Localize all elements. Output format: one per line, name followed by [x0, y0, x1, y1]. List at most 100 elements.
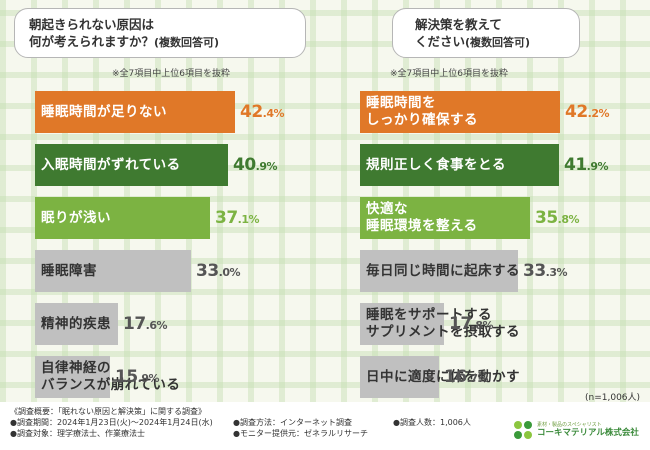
right-chart-panel: 解決策を教えて ください(複数回答可) ※全7項目中上位6項目を抜粋 睡眠時間を…: [325, 0, 650, 400]
bar-value-int: 33: [196, 261, 219, 281]
bar-right-1: 睡眠時間を しっかり確保する: [360, 91, 560, 133]
bar-value-label: 17.6%: [123, 314, 168, 334]
bar-right-2: 規則正しく食事をとる: [360, 144, 559, 186]
bar-right-5: 睡眠をサポートする サプリメントを摂取する: [360, 303, 520, 345]
right-note: ※全7項目中上位6項目を抜粋: [390, 69, 508, 79]
bar-value-dec: .9%: [137, 372, 160, 385]
bar-label: 入眠時間がずれている: [41, 157, 181, 174]
bar-value-label: 15.9%: [115, 367, 160, 387]
bar-value-label: 33.3%: [523, 261, 568, 281]
sample-size-note: (n=1,006人): [585, 393, 641, 403]
bar-value-dec: .7%: [466, 372, 489, 385]
bar-value-dec: .0%: [218, 266, 241, 279]
logo-mark-icon: [514, 421, 532, 439]
bar-label-line: しっかり確保する: [366, 112, 478, 128]
bar-label-line: 自律神経の: [41, 360, 111, 376]
bar-label-line: 睡眠をサポートする: [366, 307, 492, 323]
left-question-suffix: (複数回答可): [154, 36, 220, 49]
footer-provider: ●モニター提供元：ゼネラルリサーチ: [233, 429, 368, 438]
left-question-box: 朝起きられない原因は 何が考えられますか？(複数回答可): [14, 8, 306, 58]
bar-value-int: 17: [123, 314, 146, 334]
bar-right-4: 毎日同じ時間に起床する: [360, 250, 520, 292]
bar-value-dec: .8%: [471, 319, 494, 332]
bar-value-int: 17: [449, 314, 472, 334]
right-question-line2: ください: [415, 34, 466, 49]
bar-right-3: 快適な 睡眠環境を整える: [360, 197, 530, 239]
bar-label: 睡眠時間が足りない: [41, 104, 167, 121]
bar-label: 睡眠時間を しっかり確保する: [366, 95, 478, 129]
bar-value-int: 42: [240, 102, 263, 122]
left-question-line1: 朝起きられない原因は: [29, 17, 155, 32]
footer: 《調査概要：「眠れない原因と解決策」に関する調査》 ●調査期間：2024年1月2…: [0, 402, 650, 450]
bar-value-label: 35.8%: [535, 208, 580, 228]
bar-value-dec: .6%: [145, 319, 168, 332]
company-logo: 素材・製品のスペシャリスト コーキマテリアル株式会社: [512, 419, 639, 441]
bar-label: 精神的疾患: [41, 316, 111, 333]
bar-left-1: 睡眠時間が足りない: [35, 91, 235, 133]
bar-value-int: 37: [215, 208, 238, 228]
bar-label: 睡眠をサポートする サプリメントを摂取する: [366, 307, 520, 341]
bar-label-line: 睡眠障害: [41, 262, 97, 279]
left-question-line2: 何が考えられますか？: [29, 34, 155, 49]
bar-left-5: 精神的疾患: [35, 303, 118, 345]
footer-overview: 《調査概要：「眠れない原因と解決策」に関する調査》: [10, 407, 206, 416]
bar-value-dec: .3%: [545, 266, 568, 279]
left-chart-panel: 朝起きられない原因は 何が考えられますか？(複数回答可) ※全7項目中上位6項目…: [0, 0, 325, 400]
bar-left-4: 睡眠障害: [35, 250, 191, 292]
bar-label: 日中に適度に体を動かす: [366, 369, 520, 386]
bar-left-6: 自律神経の バランスが崩れている: [35, 356, 180, 398]
bar-label-line: バランスが崩れている: [41, 377, 181, 393]
bar-label-line: 眠りが浅い: [41, 209, 111, 226]
bar-label: 快適な 睡眠環境を整える: [366, 201, 478, 235]
bar-value-label: 17.8%: [449, 314, 494, 334]
bar-value-int: 16: [444, 367, 467, 387]
bar-value-label: 37.1%: [215, 208, 260, 228]
bar-label: 毎日同じ時間に起床する: [366, 263, 520, 280]
bar-label-line: 規則正しく食事をとる: [366, 156, 506, 173]
bar-label-line: 日中に適度に体を動かす: [366, 368, 520, 385]
bar-value-int: 41: [564, 155, 587, 175]
bar-value-dec: .8%: [557, 213, 580, 226]
bar-label: 睡眠障害: [41, 263, 97, 280]
bar-label-line: 精神的疾患: [41, 315, 111, 332]
footer-count: ●調査人数：1,006人: [393, 418, 471, 427]
bar-left-2: 入眠時間がずれている: [35, 144, 228, 186]
bar-label: 自律神経の バランスが崩れている: [41, 360, 180, 394]
bar-value-dec: .9%: [255, 160, 278, 173]
bar-label-line: 睡眠環境を整える: [366, 218, 478, 234]
bar-label-line: 睡眠時間を: [366, 95, 436, 111]
bar-value-label: 40.9%: [233, 155, 278, 175]
footer-method: ●調査方法：インターネット調査: [233, 418, 352, 427]
bar-value-label: 42.2%: [565, 102, 610, 122]
bar-value-int: 40: [233, 155, 256, 175]
bar-value-int: 15: [115, 367, 138, 387]
bar-label-line: サプリメントを摂取する: [366, 324, 520, 340]
bar-value-label: 16.7%: [444, 367, 489, 387]
bar-value-int: 33: [523, 261, 546, 281]
bar-value-dec: .4%: [262, 107, 285, 120]
bar-label-line: 睡眠時間が足りない: [41, 103, 167, 120]
bar-label: 眠りが浅い: [41, 210, 111, 227]
bar-value-int: 42: [565, 102, 588, 122]
bar-value-dec: .9%: [586, 160, 609, 173]
bar-value-dec: .1%: [237, 213, 260, 226]
bar-right-6: 日中に適度に体を動かす: [360, 356, 520, 398]
right-question-box: 解決策を教えて ください(複数回答可): [392, 8, 580, 58]
bar-left-3: 眠りが浅い: [35, 197, 210, 239]
footer-target: ●調査対象：理学療法士、作業療法士: [10, 429, 145, 438]
bar-value-label: 42.4%: [240, 102, 285, 122]
bar-value-label: 33.0%: [196, 261, 241, 281]
right-question-suffix: (複数回答可): [465, 36, 531, 49]
logo-company-name: コーキマテリアル株式会社: [537, 427, 639, 438]
left-note: ※全7項目中上位6項目を抜粋: [112, 69, 230, 79]
bar-label: 規則正しく食事をとる: [366, 157, 506, 174]
bar-label-line: 毎日同じ時間に起床する: [366, 262, 520, 279]
footer-period: ●調査期間：2024年1月23日(火)〜2024年1月24日(水): [10, 418, 213, 427]
bar-label-line: 入眠時間がずれている: [41, 156, 181, 173]
logo-subtitle: 素材・製品のスペシャリスト: [537, 421, 602, 428]
bar-value-dec: .2%: [587, 107, 610, 120]
bar-value-int: 35: [535, 208, 558, 228]
bar-value-label: 41.9%: [564, 155, 609, 175]
right-question-line1: 解決策を教えて: [415, 17, 502, 32]
bar-label-line: 快適な: [366, 201, 408, 217]
